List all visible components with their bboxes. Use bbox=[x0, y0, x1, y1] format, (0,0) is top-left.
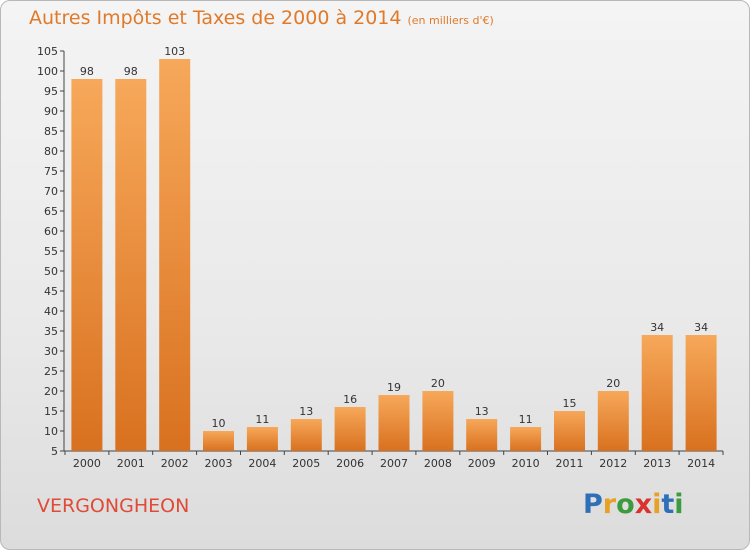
bar-2000 bbox=[71, 79, 103, 451]
x-tick-label-2007: 2007 bbox=[380, 457, 408, 470]
y-tick-label: 95 bbox=[44, 85, 58, 98]
bar-2001 bbox=[115, 79, 147, 451]
data-label-2008: 20 bbox=[431, 377, 445, 390]
data-label-2012: 20 bbox=[606, 377, 620, 390]
y-tick-label: 25 bbox=[44, 365, 58, 378]
bar-2009 bbox=[466, 419, 498, 451]
bar-2012 bbox=[597, 391, 629, 451]
y-tick-label: 80 bbox=[44, 145, 58, 158]
x-tick-label-2011: 2011 bbox=[556, 457, 584, 470]
y-tick-label: 10 bbox=[44, 425, 58, 438]
y-tick-label: 60 bbox=[44, 225, 58, 238]
data-label-2006: 16 bbox=[343, 393, 357, 406]
label-layer: 98 2000 98 2001 103 2002 10 2003 11 2004 13 2005 16 2… bbox=[73, 45, 715, 470]
x-tick-label-2014: 2014 bbox=[687, 457, 715, 470]
y-tick-label: 75 bbox=[44, 165, 58, 178]
x-tick-label-2006: 2006 bbox=[336, 457, 364, 470]
x-tick-label-2003: 2003 bbox=[205, 457, 233, 470]
x-tick-label-2002: 2002 bbox=[161, 457, 189, 470]
data-label-2009: 13 bbox=[475, 405, 489, 418]
bar-2006 bbox=[334, 407, 366, 451]
bar-2011 bbox=[554, 411, 585, 451]
x-tick-label-2001: 2001 bbox=[117, 457, 145, 470]
y-tick-label: 50 bbox=[44, 265, 58, 278]
x-tick-label-2013: 2013 bbox=[643, 457, 671, 470]
y-tick-label: 15 bbox=[44, 405, 58, 418]
bar-2002 bbox=[159, 59, 191, 451]
x-tick-label-2000: 2000 bbox=[73, 457, 101, 470]
data-label-2000: 98 bbox=[80, 65, 94, 78]
data-label-2010: 11 bbox=[519, 413, 533, 426]
data-label-2004: 11 bbox=[255, 413, 269, 426]
logo-letter: x bbox=[634, 489, 653, 520]
logo-letter: i bbox=[674, 489, 684, 520]
y-tick-label: 105 bbox=[37, 45, 58, 58]
x-tick-label-2010: 2010 bbox=[512, 457, 540, 470]
y-tick-label: 55 bbox=[44, 245, 58, 258]
x-tick-label-2005: 2005 bbox=[292, 457, 320, 470]
logo-letter: r bbox=[602, 489, 617, 520]
x-tick-label-2012: 2012 bbox=[599, 457, 627, 470]
y-tick-label: 5 bbox=[51, 445, 58, 458]
proxiti-logo: Proxiti bbox=[583, 489, 684, 520]
x-tick-label-2008: 2008 bbox=[424, 457, 452, 470]
logo-letter: P bbox=[583, 489, 603, 520]
bar-2014 bbox=[685, 335, 717, 451]
y-tick-label: 30 bbox=[44, 345, 58, 358]
data-label-2003: 10 bbox=[212, 417, 226, 430]
x-tick-label-2004: 2004 bbox=[248, 457, 276, 470]
data-label-2011: 15 bbox=[563, 397, 577, 410]
y-tick-label: 45 bbox=[44, 285, 58, 298]
bar-2013 bbox=[641, 335, 673, 451]
bar-2007 bbox=[378, 395, 410, 451]
bar-2005 bbox=[290, 419, 322, 451]
y-tick-label: 40 bbox=[44, 305, 58, 318]
chart-title-text: Autres Impôts et Taxes de 2000 à 2014 bbox=[29, 7, 402, 29]
bar-2010 bbox=[510, 427, 542, 451]
logo-letter: t bbox=[661, 489, 675, 520]
logo-letter: i bbox=[652, 489, 662, 520]
y-tick-label: 35 bbox=[44, 325, 58, 338]
y-tick-label: 90 bbox=[44, 105, 58, 118]
bar-2004 bbox=[246, 427, 278, 451]
y-tick-label: 70 bbox=[44, 185, 58, 198]
data-label-2014: 34 bbox=[694, 321, 708, 334]
y-tick-label: 65 bbox=[44, 205, 58, 218]
data-label-2005: 13 bbox=[299, 405, 313, 418]
bar-2008 bbox=[422, 391, 454, 451]
logo-letter: o bbox=[616, 489, 635, 520]
data-label-2013: 34 bbox=[650, 321, 664, 334]
y-tick-label: 100 bbox=[37, 65, 58, 78]
bar-2003 bbox=[203, 431, 234, 451]
chart-unit: (en milliers d'€) bbox=[407, 14, 494, 27]
location-name: VERGONGHEON bbox=[37, 495, 190, 517]
data-label-2001: 98 bbox=[124, 65, 138, 78]
x-tick-label-2009: 2009 bbox=[468, 457, 496, 470]
bar-layer bbox=[71, 59, 717, 451]
y-tick-label: 85 bbox=[44, 125, 58, 138]
y-tick-label: 20 bbox=[44, 385, 58, 398]
chart-title: Autres Impôts et Taxes de 2000 à 2014 (en… bbox=[29, 7, 494, 29]
data-label-2002: 103 bbox=[164, 45, 185, 58]
data-label-2007: 19 bbox=[387, 381, 401, 394]
